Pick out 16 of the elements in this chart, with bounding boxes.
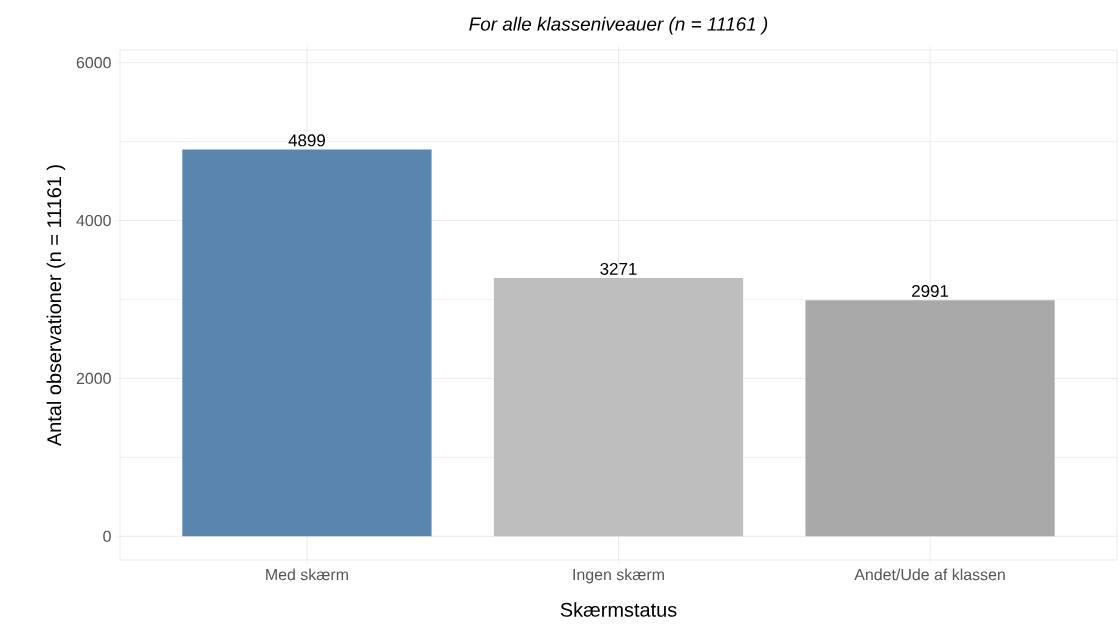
chart-title: For alle klasseniveauer (n = 11161 ) [469, 16, 768, 35]
bar [805, 300, 1055, 537]
y-axis-title: Antal observationer (n = 11161 ) [46, 165, 66, 447]
x-tick-label: Ingen skærm [573, 568, 664, 584]
y-tick-label: 6000 [76, 56, 111, 69]
data-label: 4899 [288, 134, 325, 147]
y-tick-label: 0 [103, 530, 111, 542]
y-tick-label: 4000 [76, 214, 111, 227]
x-tick-label: Med skærm [266, 568, 348, 581]
x-tick-label: Andet/Ude af klassen [854, 568, 1005, 581]
bar [182, 149, 432, 537]
bar [493, 278, 744, 537]
data-label: 3271 [600, 262, 637, 275]
y-tick-label: 2000 [76, 372, 111, 385]
data-label: 2991 [912, 284, 949, 297]
x-axis-title: Skærmstatus [560, 602, 677, 617]
